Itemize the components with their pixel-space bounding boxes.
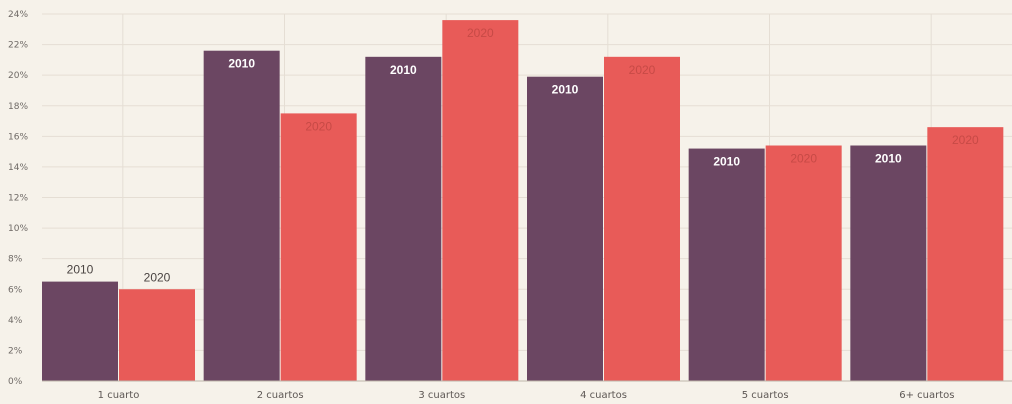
y-tick-label: 2% <box>8 346 23 356</box>
bar-label-2010: 2010 <box>228 57 255 71</box>
y-tick-label: 10% <box>8 224 28 234</box>
bar-2010-6 <box>850 145 927 381</box>
bar-2020-2 <box>280 113 357 381</box>
bar-label-2010: 2010 <box>713 155 740 169</box>
x-tick-label: 3 cuartos <box>418 390 465 401</box>
x-tick-label: 1 cuarto <box>98 390 140 401</box>
bar-label-2010: 2010 <box>67 263 94 277</box>
bar-2020-6 <box>927 127 1004 382</box>
x-axis: 1 cuarto 2 cuartos 3 cuartos 4 cuartos 5 cua… <box>42 380 1012 401</box>
bar-label-2020: 2020 <box>790 152 817 166</box>
y-tick-label: 18% <box>8 102 28 112</box>
bar-2020-3 <box>442 20 519 381</box>
bar-2010-3 <box>365 56 442 382</box>
bar-label-2020: 2020 <box>952 133 979 147</box>
x-tick-label: 4 cuartos <box>580 390 627 401</box>
y-axis: 0% 2% 4% 6% 8% 10% 12% 14% 16% 18% 20% 22% 24% <box>8 10 28 387</box>
y-tick-label: 20% <box>8 71 28 81</box>
bar-2010-4 <box>527 76 603 381</box>
y-tick-label: 0% <box>8 377 23 387</box>
bar-2010-2 <box>203 50 280 381</box>
bars <box>42 20 1004 382</box>
bar-label-2020: 2020 <box>305 119 332 133</box>
bar-2020-5 <box>765 145 842 381</box>
y-tick-label: 4% <box>8 316 23 326</box>
y-tick-label: 24% <box>8 10 28 20</box>
bar-label-2020: 2020 <box>144 270 171 284</box>
x-tick-label: 6+ cuartos <box>899 390 954 401</box>
y-tick-label: 8% <box>8 255 23 265</box>
x-tick-label: 5 cuartos <box>742 390 789 401</box>
y-tick-label: 22% <box>8 41 28 51</box>
y-tick-label: 16% <box>8 132 28 142</box>
y-tick-label: 12% <box>8 194 28 204</box>
bar-label-2020: 2020 <box>467 26 494 40</box>
bar-2010-5 <box>688 148 765 381</box>
bar-label-2010: 2010 <box>390 63 417 77</box>
bar-2010-1 <box>42 281 118 381</box>
bar-2020-4 <box>604 56 680 382</box>
y-tick-label: 6% <box>8 285 23 295</box>
bar-label-2020: 2020 <box>629 63 656 77</box>
bar-labels: 2010 2020 2010 2020 2010 2020 2010 2020 2010 2020… <box>67 26 979 284</box>
y-tick-label: 14% <box>8 163 28 173</box>
bar-2020-1 <box>119 289 195 381</box>
bar-label-2010: 2010 <box>875 152 902 166</box>
bar-label-2010: 2010 <box>552 83 579 97</box>
x-tick-label: 2 cuartos <box>257 390 304 401</box>
